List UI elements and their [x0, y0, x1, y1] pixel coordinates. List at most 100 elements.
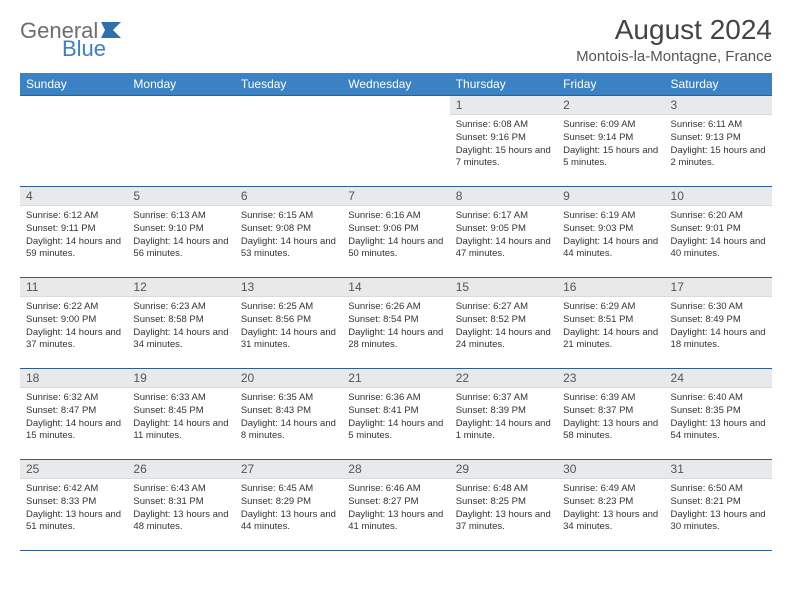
weekday-friday: Friday — [557, 73, 664, 96]
day-details: Sunrise: 6:08 AMSunset: 9:16 PMDaylight:… — [450, 115, 557, 172]
day-number: 19 — [127, 369, 234, 388]
day-number: 30 — [557, 460, 664, 479]
day-details: Sunrise: 6:43 AMSunset: 8:31 PMDaylight:… — [127, 479, 234, 536]
week-row: 25Sunrise: 6:42 AMSunset: 8:33 PMDayligh… — [20, 460, 772, 551]
day-details: Sunrise: 6:37 AMSunset: 8:39 PMDaylight:… — [450, 388, 557, 445]
day-number: 9 — [557, 187, 664, 206]
day-number: 8 — [450, 187, 557, 206]
day-number: 1 — [450, 96, 557, 115]
day-number: 4 — [20, 187, 127, 206]
weekday-thursday: Thursday — [450, 73, 557, 96]
day-details: Sunrise: 6:16 AMSunset: 9:06 PMDaylight:… — [342, 206, 449, 263]
weekday-monday: Monday — [127, 73, 234, 96]
day-number: 12 — [127, 278, 234, 297]
day-cell: 30Sunrise: 6:49 AMSunset: 8:23 PMDayligh… — [557, 460, 664, 551]
day-number: 20 — [235, 369, 342, 388]
day-cell: 26Sunrise: 6:43 AMSunset: 8:31 PMDayligh… — [127, 460, 234, 551]
day-details: Sunrise: 6:23 AMSunset: 8:58 PMDaylight:… — [127, 297, 234, 354]
day-cell: 18Sunrise: 6:32 AMSunset: 8:47 PMDayligh… — [20, 369, 127, 460]
day-details: Sunrise: 6:36 AMSunset: 8:41 PMDaylight:… — [342, 388, 449, 445]
day-cell: 19Sunrise: 6:33 AMSunset: 8:45 PMDayligh… — [127, 369, 234, 460]
day-cell: 15Sunrise: 6:27 AMSunset: 8:52 PMDayligh… — [450, 278, 557, 369]
day-details: Sunrise: 6:46 AMSunset: 8:27 PMDaylight:… — [342, 479, 449, 536]
day-details: Sunrise: 6:48 AMSunset: 8:25 PMDaylight:… — [450, 479, 557, 536]
day-details: Sunrise: 6:09 AMSunset: 9:14 PMDaylight:… — [557, 115, 664, 172]
day-number: 14 — [342, 278, 449, 297]
day-details: Sunrise: 6:25 AMSunset: 8:56 PMDaylight:… — [235, 297, 342, 354]
day-number: 27 — [235, 460, 342, 479]
brand-logo: GeneralBlue — [20, 20, 123, 60]
day-number: 18 — [20, 369, 127, 388]
weekday-saturday: Saturday — [665, 73, 772, 96]
day-details: Sunrise: 6:49 AMSunset: 8:23 PMDaylight:… — [557, 479, 664, 536]
day-details: Sunrise: 6:32 AMSunset: 8:47 PMDaylight:… — [20, 388, 127, 445]
day-cell: 27Sunrise: 6:45 AMSunset: 8:29 PMDayligh… — [235, 460, 342, 551]
day-cell: 3Sunrise: 6:11 AMSunset: 9:13 PMDaylight… — [665, 96, 772, 187]
day-number: 13 — [235, 278, 342, 297]
day-cell: 20Sunrise: 6:35 AMSunset: 8:43 PMDayligh… — [235, 369, 342, 460]
week-row: ....1Sunrise: 6:08 AMSunset: 9:16 PMDayl… — [20, 96, 772, 187]
weekday-sunday: Sunday — [20, 73, 127, 96]
day-details: Sunrise: 6:20 AMSunset: 9:01 PMDaylight:… — [665, 206, 772, 263]
weekday-tuesday: Tuesday — [235, 73, 342, 96]
day-number: 29 — [450, 460, 557, 479]
day-number: 6 — [235, 187, 342, 206]
day-cell: 8Sunrise: 6:17 AMSunset: 9:05 PMDaylight… — [450, 187, 557, 278]
day-cell: 11Sunrise: 6:22 AMSunset: 9:00 PMDayligh… — [20, 278, 127, 369]
day-number: 17 — [665, 278, 772, 297]
day-details: Sunrise: 6:17 AMSunset: 9:05 PMDaylight:… — [450, 206, 557, 263]
weekday-header: SundayMondayTuesdayWednesdayThursdayFrid… — [20, 73, 772, 96]
day-details: Sunrise: 6:12 AMSunset: 9:11 PMDaylight:… — [20, 206, 127, 263]
day-number: 21 — [342, 369, 449, 388]
day-number: 10 — [665, 187, 772, 206]
week-row: 4Sunrise: 6:12 AMSunset: 9:11 PMDaylight… — [20, 187, 772, 278]
day-cell: 23Sunrise: 6:39 AMSunset: 8:37 PMDayligh… — [557, 369, 664, 460]
day-cell: 10Sunrise: 6:20 AMSunset: 9:01 PMDayligh… — [665, 187, 772, 278]
day-cell: 14Sunrise: 6:26 AMSunset: 8:54 PMDayligh… — [342, 278, 449, 369]
day-cell: 1Sunrise: 6:08 AMSunset: 9:16 PMDaylight… — [450, 96, 557, 187]
day-details: Sunrise: 6:45 AMSunset: 8:29 PMDaylight:… — [235, 479, 342, 536]
day-cell: 12Sunrise: 6:23 AMSunset: 8:58 PMDayligh… — [127, 278, 234, 369]
day-details: Sunrise: 6:33 AMSunset: 8:45 PMDaylight:… — [127, 388, 234, 445]
day-number: 15 — [450, 278, 557, 297]
day-cell: 16Sunrise: 6:29 AMSunset: 8:51 PMDayligh… — [557, 278, 664, 369]
day-cell: 25Sunrise: 6:42 AMSunset: 8:33 PMDayligh… — [20, 460, 127, 551]
day-cell: 28Sunrise: 6:46 AMSunset: 8:27 PMDayligh… — [342, 460, 449, 551]
day-number: 11 — [20, 278, 127, 297]
day-details: Sunrise: 6:40 AMSunset: 8:35 PMDaylight:… — [665, 388, 772, 445]
day-number: 25 — [20, 460, 127, 479]
day-cell: 2Sunrise: 6:09 AMSunset: 9:14 PMDaylight… — [557, 96, 664, 187]
day-details: Sunrise: 6:29 AMSunset: 8:51 PMDaylight:… — [557, 297, 664, 354]
week-row: 11Sunrise: 6:22 AMSunset: 9:00 PMDayligh… — [20, 278, 772, 369]
title-block: August 2024 Montois-la-Montagne, France — [576, 14, 772, 65]
day-number: 28 — [342, 460, 449, 479]
day-number: 7 — [342, 187, 449, 206]
day-details: Sunrise: 6:19 AMSunset: 9:03 PMDaylight:… — [557, 206, 664, 263]
day-cell: . — [127, 96, 234, 187]
calendar-page: GeneralBlue August 2024 Montois-la-Monta… — [0, 0, 792, 561]
day-cell: 4Sunrise: 6:12 AMSunset: 9:11 PMDaylight… — [20, 187, 127, 278]
day-details: Sunrise: 6:50 AMSunset: 8:21 PMDaylight:… — [665, 479, 772, 536]
day-cell: 22Sunrise: 6:37 AMSunset: 8:39 PMDayligh… — [450, 369, 557, 460]
calendar-table: SundayMondayTuesdayWednesdayThursdayFrid… — [20, 73, 772, 551]
day-number: 22 — [450, 369, 557, 388]
location: Montois-la-Montagne, France — [576, 48, 772, 65]
day-details: Sunrise: 6:42 AMSunset: 8:33 PMDaylight:… — [20, 479, 127, 536]
day-details: Sunrise: 6:30 AMSunset: 8:49 PMDaylight:… — [665, 297, 772, 354]
day-cell: 9Sunrise: 6:19 AMSunset: 9:03 PMDaylight… — [557, 187, 664, 278]
day-cell: 29Sunrise: 6:48 AMSunset: 8:25 PMDayligh… — [450, 460, 557, 551]
day-details: Sunrise: 6:13 AMSunset: 9:10 PMDaylight:… — [127, 206, 234, 263]
day-number: 24 — [665, 369, 772, 388]
weekday-wednesday: Wednesday — [342, 73, 449, 96]
day-number: 23 — [557, 369, 664, 388]
day-cell: 13Sunrise: 6:25 AMSunset: 8:56 PMDayligh… — [235, 278, 342, 369]
day-number: 31 — [665, 460, 772, 479]
calendar-body: ....1Sunrise: 6:08 AMSunset: 9:16 PMDayl… — [20, 96, 772, 551]
day-cell: 6Sunrise: 6:15 AMSunset: 9:08 PMDaylight… — [235, 187, 342, 278]
day-details: Sunrise: 6:26 AMSunset: 8:54 PMDaylight:… — [342, 297, 449, 354]
day-number: 3 — [665, 96, 772, 115]
day-cell: 7Sunrise: 6:16 AMSunset: 9:06 PMDaylight… — [342, 187, 449, 278]
day-cell: 21Sunrise: 6:36 AMSunset: 8:41 PMDayligh… — [342, 369, 449, 460]
day-cell: 31Sunrise: 6:50 AMSunset: 8:21 PMDayligh… — [665, 460, 772, 551]
day-cell: 17Sunrise: 6:30 AMSunset: 8:49 PMDayligh… — [665, 278, 772, 369]
